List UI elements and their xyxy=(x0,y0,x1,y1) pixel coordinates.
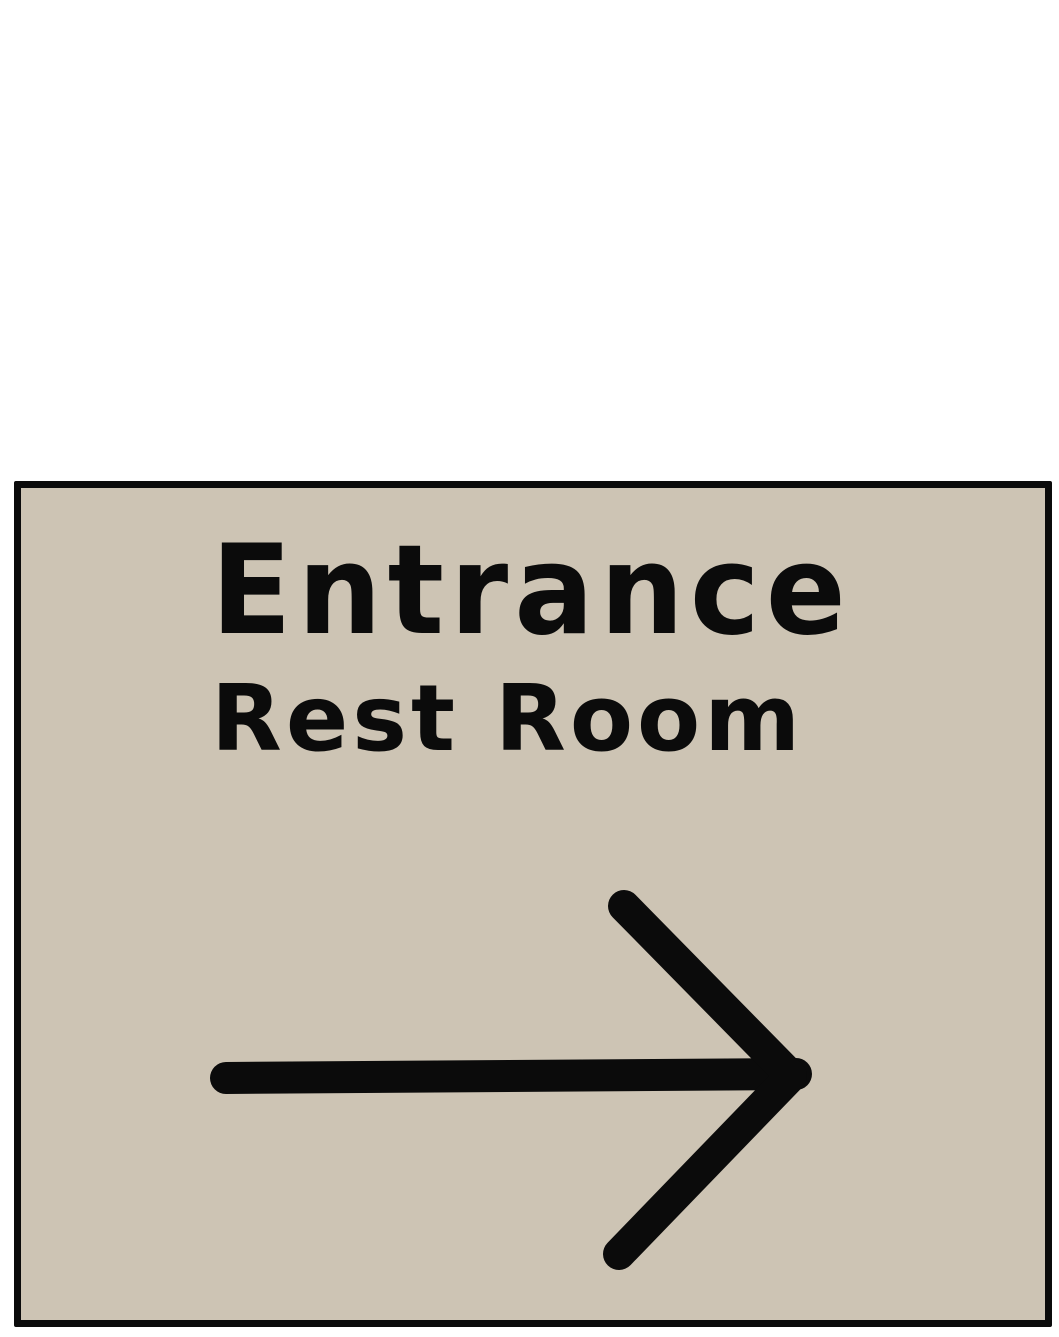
sign-line-entrance: Entrance xyxy=(211,517,852,663)
sign-text-block: Entrance Rest Room xyxy=(21,488,1045,1320)
direction-sign: Entrance Rest Room xyxy=(14,481,1052,1327)
arrow-right-icon xyxy=(210,890,812,1270)
sign-background xyxy=(21,488,1045,1320)
sign-line-rest-room: Rest Room xyxy=(211,665,805,772)
